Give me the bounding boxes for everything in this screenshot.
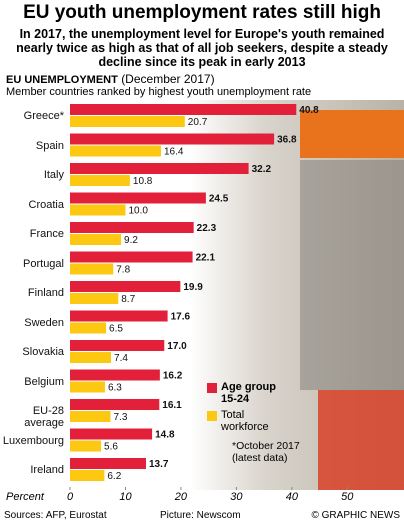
bar — [70, 428, 153, 440]
value-label: 9.2 — [124, 235, 138, 246]
value-label: 16.4 — [164, 147, 184, 158]
bar — [70, 145, 161, 157]
value-label: 20.7 — [188, 117, 208, 128]
bar — [70, 381, 105, 393]
x-tick-label: 30 — [230, 491, 243, 503]
value-label: 6.2 — [107, 471, 121, 482]
value-label: 22.3 — [197, 223, 217, 234]
heading: EU UNEMPLOYMENT — [6, 74, 118, 86]
value-label: 10.8 — [133, 176, 153, 187]
x-axis-label: Percent — [6, 491, 45, 503]
bar — [70, 399, 160, 410]
category-label: Spain — [35, 139, 64, 152]
category-label: Greece* — [23, 110, 64, 122]
bar — [70, 458, 146, 469]
category-label: EU-28 average — [24, 405, 64, 429]
category-label: Italy — [43, 169, 64, 181]
legend-swatch — [207, 383, 217, 393]
bar — [70, 175, 130, 186]
category-label: France — [29, 228, 64, 240]
value-label: 17.6 — [171, 312, 191, 323]
category-label: Croatia — [28, 198, 64, 211]
value-label: 7.4 — [114, 353, 128, 364]
bar — [70, 281, 181, 292]
value-label: 36.8 — [277, 135, 297, 146]
picture-credit: Picture: Newscom — [160, 510, 241, 521]
credit: © GRAPHIC NEWS — [311, 510, 401, 521]
legend-label: Age group 15-24 — [221, 381, 276, 405]
bar — [70, 234, 122, 245]
bar — [70, 251, 193, 263]
bar — [70, 310, 168, 322]
bar — [70, 322, 107, 334]
bar — [70, 133, 275, 145]
x-tick-label: 50 — [341, 491, 354, 503]
value-label: 7.3 — [113, 412, 127, 423]
category-label: Luxembourg — [2, 434, 64, 447]
title: EU youth unemployment rates still high — [23, 2, 381, 23]
bar — [70, 192, 206, 204]
photo-stand — [318, 390, 404, 490]
value-label: 24.5 — [209, 194, 229, 205]
bar — [70, 470, 105, 481]
photo-sign — [300, 110, 404, 158]
bar — [70, 369, 160, 381]
bar — [70, 222, 194, 233]
bar — [70, 263, 114, 275]
value-label: 7.8 — [116, 265, 130, 276]
heading-note: (December 2017) — [121, 72, 215, 86]
heading-row: EU UNEMPLOYMENT (December 2017) — [6, 72, 215, 86]
sources: Sources: AFP, Eurostat — [4, 510, 107, 521]
description: Member countries ranked by highest youth… — [6, 86, 312, 98]
bar — [70, 204, 126, 216]
value-label: 19.9 — [183, 282, 203, 293]
value-label: 14.8 — [155, 430, 175, 441]
value-label: 16.1 — [162, 400, 182, 411]
bar — [70, 340, 165, 351]
category-label: Sweden — [24, 316, 64, 329]
legend-swatch — [207, 411, 217, 421]
value-label: 6.3 — [108, 383, 122, 394]
x-tick-label: 10 — [119, 491, 132, 503]
legend-label: Total workforce — [221, 409, 269, 433]
bar — [70, 104, 297, 115]
note: *October 2017 (latest data) — [232, 440, 300, 464]
value-label: 13.7 — [149, 459, 169, 470]
category-label: Finland — [27, 287, 64, 299]
category-label: Ireland — [30, 464, 64, 476]
category-label: Portugal — [23, 257, 64, 270]
value-label: 8.7 — [121, 294, 135, 305]
photo-board — [300, 160, 404, 390]
bar — [70, 352, 112, 363]
x-tick-label: 40 — [286, 491, 299, 503]
x-tick-label: 0 — [67, 491, 74, 503]
value-label: 40.8 — [299, 105, 319, 116]
value-label: 17.0 — [167, 341, 187, 352]
bar — [70, 440, 102, 452]
value-label: 6.5 — [109, 324, 123, 335]
value-label: 10.0 — [128, 206, 148, 217]
subtitle: In 2017, the unemployment level for Euro… — [16, 27, 388, 69]
bar — [70, 293, 119, 304]
category-label: Belgium — [24, 375, 64, 388]
value-label: 16.2 — [163, 371, 183, 382]
bar — [70, 163, 249, 174]
value-label: 32.2 — [252, 164, 272, 175]
x-tick-label: 20 — [174, 491, 188, 503]
bar — [70, 116, 185, 127]
value-label: 5.6 — [104, 442, 118, 453]
category-label: Slovakia — [22, 346, 64, 358]
value-label: 22.1 — [196, 253, 216, 264]
bar — [70, 411, 111, 422]
